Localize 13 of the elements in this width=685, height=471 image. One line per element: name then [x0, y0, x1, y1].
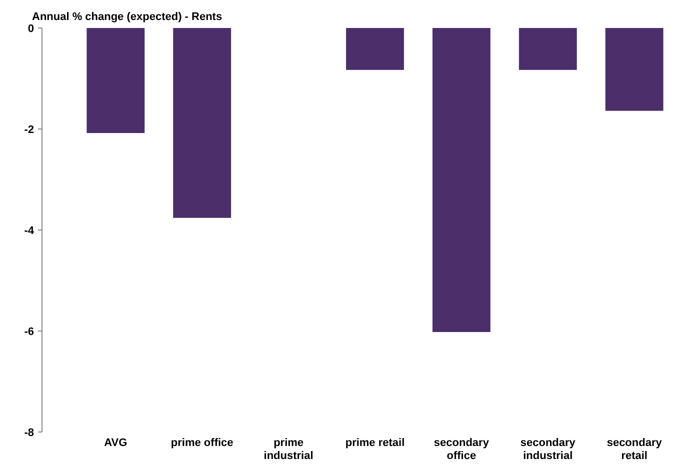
- x-tick-label: prime office: [170, 437, 234, 449]
- x-tick-label: secondary industrial: [520, 437, 576, 462]
- x-tick-label: prime industrial: [264, 437, 314, 462]
- x-tick-label: AVG: [104, 437, 128, 449]
- y-tick-label: -8: [24, 426, 34, 439]
- chart-title: Annual % change (expected) - Rents: [32, 11, 222, 23]
- y-tick-label: -4: [24, 224, 35, 237]
- y-tick-label: -6: [24, 326, 34, 338]
- x-tick-label: secondary office: [434, 437, 490, 462]
- x-tick-label: prime retail: [345, 437, 405, 449]
- y-tick-label: 0: [28, 22, 34, 35]
- y-tick-label: -2: [24, 124, 34, 136]
- x-tick-label: secondary retail: [606, 437, 663, 462]
